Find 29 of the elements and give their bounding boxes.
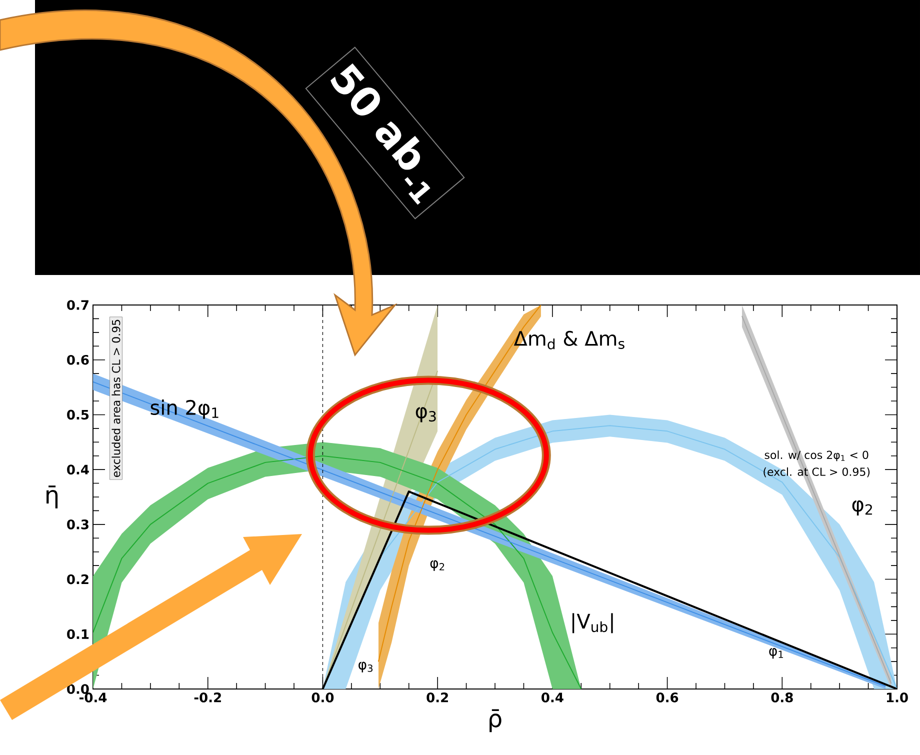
y-tick-label: 0.0 xyxy=(67,684,89,694)
annotation: excluded area has CL > 0.95 xyxy=(112,320,120,477)
x-tick-label: -0.4 xyxy=(79,692,107,702)
annotation: φ$_{3}$ xyxy=(416,407,436,422)
y-axis-title: η̄ xyxy=(46,486,58,508)
annotation: sin 2φ$_{1}$ xyxy=(150,400,218,419)
x-tick-label: 0.0 xyxy=(312,692,334,702)
x-tick-label: 1.0 xyxy=(886,692,908,702)
annotation: φ$_{1}$ xyxy=(769,648,783,659)
x-axis-title: ρ̄ xyxy=(490,709,502,732)
y-tick-label: 0.4 xyxy=(67,464,89,474)
x-tick-label: 0.4 xyxy=(542,692,564,702)
x-tick-label: -0.2 xyxy=(194,692,221,702)
x-tick-label: 0.6 xyxy=(656,692,678,702)
y-tick-label: 0.3 xyxy=(67,520,88,530)
y-tick-label: 0.5 xyxy=(67,410,89,420)
annotation: sol. w/ cos 2φ$_{1}$ < 0 xyxy=(764,450,868,462)
annotation: φ$_{2}$ xyxy=(430,560,444,571)
text: 50 ab$_{-1}$ xyxy=(330,63,430,205)
x-tick-label: 0.8 xyxy=(771,692,793,702)
annotation: |V$_{ub}$| xyxy=(572,613,613,634)
annotation: (excl. at CL > 0.95) xyxy=(764,467,870,478)
x-tick-label: 0.2 xyxy=(426,692,448,702)
y-tick-label: 0.6 xyxy=(67,354,89,365)
y-tick-label: 0.7 xyxy=(67,300,88,310)
annotation: φ$_{3}$ xyxy=(358,662,372,672)
y-tick-label: 0.1 xyxy=(67,629,89,640)
annotation: φ$_{2}$ xyxy=(852,500,872,516)
y-tick-label: 0.2 xyxy=(67,574,88,584)
